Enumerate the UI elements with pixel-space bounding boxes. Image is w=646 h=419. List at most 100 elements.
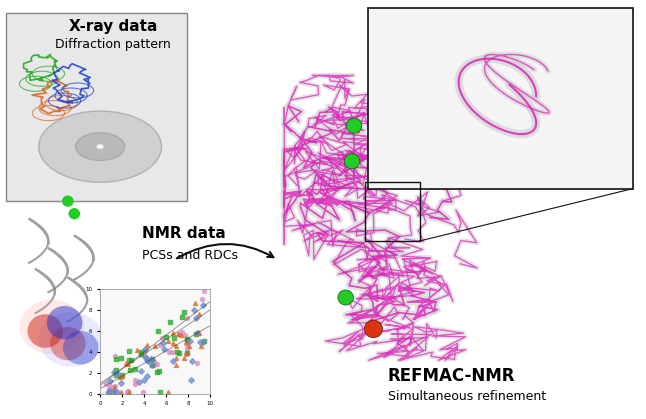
Point — [147, 362, 157, 368]
Point — [140, 345, 150, 352]
Text: X-ray data: X-ray data — [69, 19, 157, 34]
Ellipse shape — [364, 320, 382, 338]
Point — [168, 340, 178, 347]
Point — [191, 331, 202, 337]
Point — [169, 334, 179, 341]
Point — [164, 349, 174, 355]
Point — [152, 328, 163, 335]
Point — [138, 377, 149, 384]
Point — [130, 376, 140, 383]
Point — [189, 300, 200, 307]
Point — [165, 319, 175, 326]
Point — [130, 366, 140, 372]
Point — [171, 354, 182, 361]
Point — [105, 383, 116, 390]
Point — [182, 350, 193, 357]
Ellipse shape — [76, 133, 125, 160]
Point — [140, 353, 151, 360]
Point — [116, 355, 126, 362]
Point — [133, 378, 143, 385]
Point — [183, 342, 194, 349]
Text: Diffraction pattern: Diffraction pattern — [55, 38, 171, 51]
Point — [109, 384, 120, 391]
Point — [111, 367, 121, 373]
Point — [110, 353, 120, 360]
Point — [146, 356, 156, 362]
Point — [174, 350, 184, 357]
Point — [159, 346, 169, 352]
Point — [143, 358, 153, 365]
Point — [116, 380, 126, 387]
Point — [141, 354, 151, 360]
Text: Simultaneous refinement: Simultaneous refinement — [388, 390, 546, 403]
Ellipse shape — [97, 145, 103, 149]
Point — [109, 388, 119, 395]
Text: REFMAC-NMR: REFMAC-NMR — [388, 367, 515, 385]
Point — [186, 377, 196, 383]
Point — [136, 367, 146, 374]
Point — [199, 337, 209, 344]
Point — [140, 347, 150, 354]
Point — [110, 383, 120, 389]
Point — [121, 360, 131, 367]
Point — [163, 338, 173, 344]
Point — [112, 388, 123, 395]
Ellipse shape — [68, 208, 80, 220]
Point — [105, 378, 115, 384]
Point — [151, 368, 162, 375]
Bar — [365, 182, 420, 241]
Point — [105, 388, 115, 394]
Point — [167, 348, 177, 355]
Point — [173, 331, 183, 337]
Point — [141, 341, 152, 348]
Ellipse shape — [346, 118, 362, 133]
Point — [174, 331, 185, 337]
Point — [172, 348, 182, 355]
Point — [180, 331, 191, 338]
Point — [103, 388, 113, 395]
Point — [123, 348, 134, 355]
Point — [161, 334, 171, 340]
Point — [126, 357, 136, 363]
Point — [176, 331, 186, 338]
Point — [198, 339, 209, 346]
Point — [152, 360, 163, 367]
Point — [104, 388, 114, 395]
Point — [110, 369, 120, 376]
Point — [182, 349, 192, 356]
Point — [193, 359, 203, 366]
Point — [122, 361, 132, 367]
Point — [176, 314, 187, 321]
Ellipse shape — [47, 306, 83, 339]
Point — [123, 388, 134, 395]
Point — [189, 307, 199, 313]
Point — [110, 356, 121, 362]
Ellipse shape — [19, 300, 84, 354]
Point — [103, 385, 114, 392]
Point — [122, 388, 132, 394]
Point — [198, 301, 209, 308]
Point — [163, 388, 173, 395]
Point — [181, 341, 191, 347]
Text: PCSs and RDCs: PCSs and RDCs — [142, 249, 238, 262]
Point — [182, 336, 192, 343]
Point — [193, 310, 203, 317]
Point — [117, 372, 127, 379]
Point — [132, 346, 142, 353]
Point — [182, 315, 193, 322]
Point — [196, 343, 206, 349]
Ellipse shape — [50, 327, 85, 360]
Point — [155, 341, 165, 348]
Point — [168, 330, 178, 336]
Bar — [368, 8, 633, 189]
Point — [182, 337, 193, 344]
Point — [171, 342, 181, 349]
Point — [193, 328, 203, 335]
Point — [192, 330, 202, 337]
Point — [125, 367, 135, 374]
Ellipse shape — [338, 290, 353, 305]
Point — [149, 358, 160, 365]
Point — [136, 349, 146, 355]
Point — [101, 380, 112, 387]
Point — [147, 355, 157, 362]
